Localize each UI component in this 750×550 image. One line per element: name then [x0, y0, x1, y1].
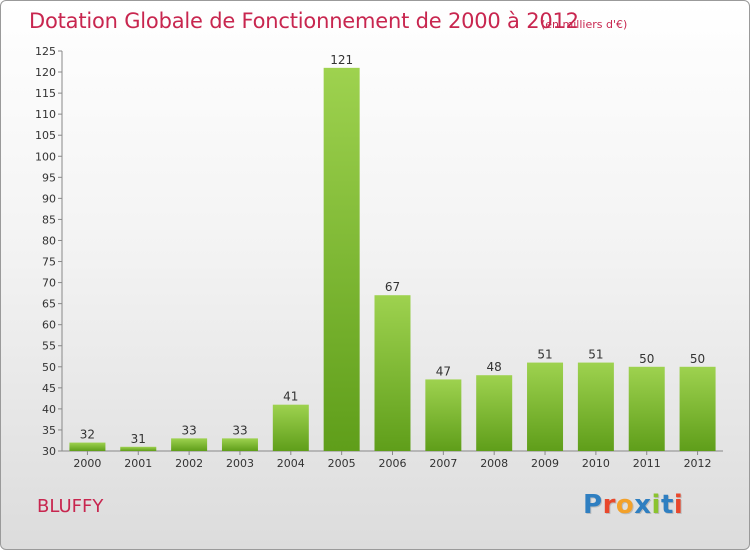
x-tick-label: 2012 — [684, 457, 712, 470]
bar-value-label: 41 — [283, 390, 298, 404]
bar-value-label: 50 — [639, 352, 654, 366]
bar-value-label: 31 — [131, 432, 146, 446]
y-tick-label: 60 — [42, 319, 56, 332]
x-tick-label: 2004 — [277, 457, 305, 470]
x-tick-label: 2006 — [379, 457, 407, 470]
data-labels-group: 32 31 33 33 41 121 67 47 48 51 51 50 50 — [80, 53, 705, 446]
y-tick-label: 95 — [42, 171, 56, 184]
bar[interactable] — [120, 446, 157, 451]
y-tick-label: 45 — [42, 382, 56, 395]
x-tick-label: 2007 — [429, 457, 457, 470]
bar[interactable] — [628, 366, 665, 451]
bar-value-label: 50 — [690, 352, 705, 366]
y-tick-label: 30 — [42, 445, 56, 458]
y-tick-label: 105 — [35, 129, 56, 142]
bar[interactable] — [272, 404, 309, 451]
logo-letter: P — [583, 490, 603, 520]
y-tick-label: 40 — [42, 403, 56, 416]
y-tick-label: 50 — [42, 361, 56, 374]
y-tick-label: 85 — [42, 213, 56, 226]
y-tick-label: 125 — [35, 45, 56, 58]
bars-group — [69, 67, 716, 451]
y-tick-label: 90 — [42, 192, 56, 205]
bar-value-label: 51 — [537, 348, 552, 362]
bar[interactable] — [323, 67, 360, 451]
y-tick-label: 35 — [42, 424, 56, 437]
proxiti-logo[interactable]: Proxiti — [583, 490, 683, 520]
logo-letter: i — [651, 490, 661, 520]
bar-value-label: 51 — [588, 348, 603, 362]
logo-letter: r — [602, 490, 616, 520]
logo-letter: t — [660, 490, 674, 520]
bar[interactable] — [425, 379, 462, 451]
bar-value-label: 32 — [80, 428, 95, 442]
bar[interactable] — [374, 295, 411, 451]
x-tick-label: 2001 — [124, 457, 152, 470]
chart-subtitle: (en milliers d'€) — [541, 18, 628, 31]
y-tick-label: 75 — [42, 256, 56, 269]
x-tick-label: 2005 — [328, 457, 356, 470]
bar[interactable] — [577, 362, 614, 451]
y-tick-label: 70 — [42, 277, 56, 290]
logo-letter: i — [673, 490, 684, 520]
x-tick-label: 2008 — [480, 457, 508, 470]
bar[interactable] — [527, 362, 564, 451]
commune-name: BLUFFY — [37, 496, 104, 517]
bar-value-label: 33 — [181, 423, 196, 437]
x-tick-label: 2010 — [582, 457, 610, 470]
bar[interactable] — [476, 375, 513, 451]
bar[interactable] — [171, 438, 208, 451]
y-tick-label: 120 — [35, 66, 56, 79]
y-tick-label: 65 — [42, 298, 56, 311]
logo-letter: x — [634, 490, 652, 520]
x-tick-label: 2009 — [531, 457, 559, 470]
x-tick-label: 2003 — [226, 457, 254, 470]
bar[interactable] — [679, 366, 716, 451]
x-tick-label: 2000 — [73, 457, 101, 470]
y-tick-label: 115 — [35, 87, 56, 100]
bar-value-label: 48 — [487, 360, 502, 374]
bar-value-label: 67 — [385, 280, 400, 294]
bar[interactable] — [221, 438, 258, 451]
y-tick-label: 55 — [42, 340, 56, 353]
x-tick-label: 2002 — [175, 457, 203, 470]
bar-value-label: 121 — [330, 53, 353, 67]
bar-value-label: 33 — [232, 423, 247, 437]
y-tick-label: 100 — [35, 150, 56, 163]
chart-title: Dotation Globale de Fonctionnement de 20… — [29, 9, 579, 33]
x-tick-label: 2011 — [633, 457, 661, 470]
logo-letter: o — [615, 490, 635, 520]
axes: 30 35 40 45 50 55 60 65 70 75 80 85 90 95 100 105 110 115… — [35, 45, 723, 470]
bar[interactable] — [69, 442, 106, 451]
y-tick-label: 110 — [35, 108, 56, 121]
bar-value-label: 47 — [436, 364, 451, 378]
y-tick-label: 80 — [42, 234, 56, 247]
